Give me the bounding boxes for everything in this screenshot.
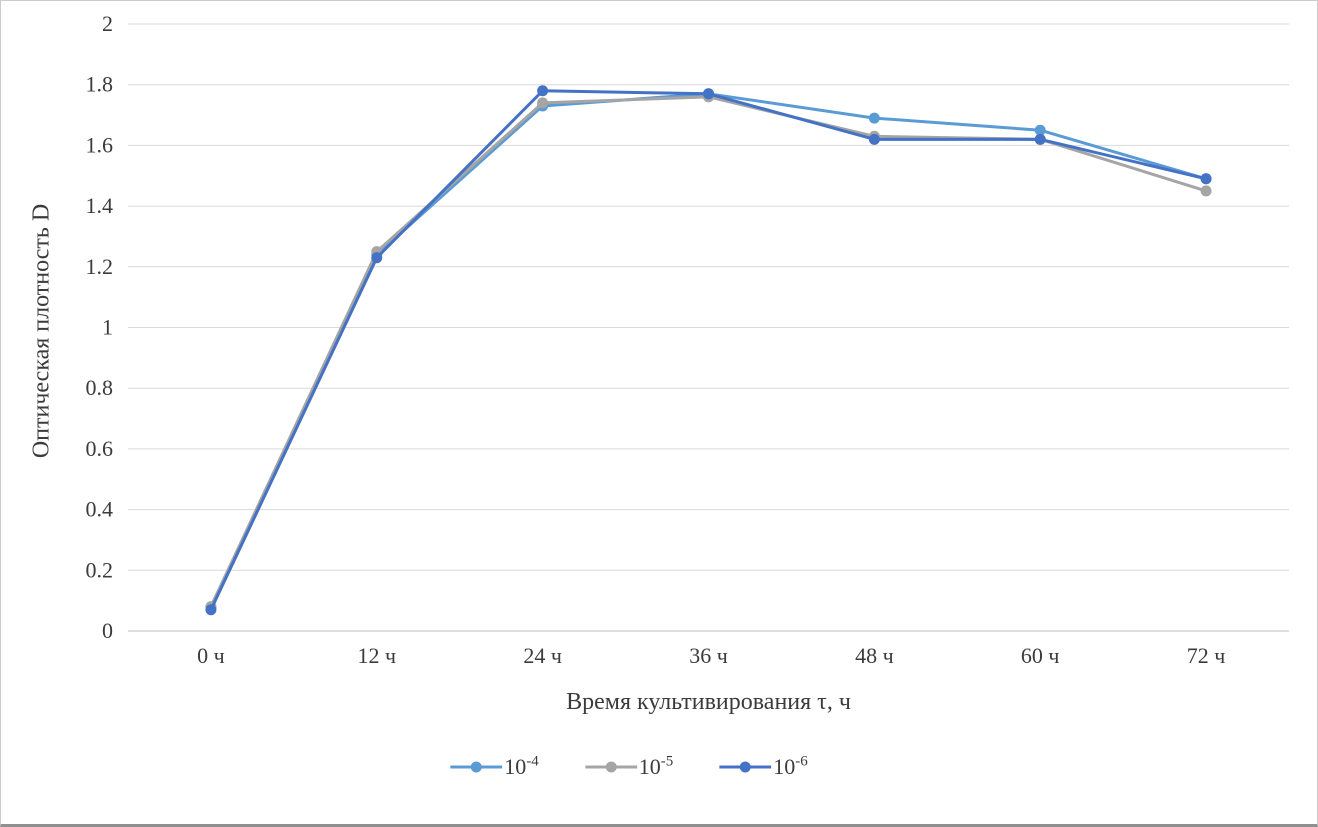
data-point-10^-4: [868, 112, 880, 124]
legend-label-exponent: -5: [660, 753, 674, 770]
data-point-10^-6: [1034, 133, 1046, 145]
series-line-10^-4: [209, 92, 1208, 609]
series-10^-5: [205, 91, 1212, 613]
x-axis-title: Время культивирования τ, ч: [566, 689, 851, 715]
gridlines: [128, 23, 1289, 632]
y-tick-label: 1.6: [86, 132, 114, 157]
data-point-10^-6: [205, 604, 217, 616]
x-tick-label: 36 ч: [689, 643, 728, 668]
y-tick-label: 2: [102, 11, 113, 36]
y-tick-label: 0.2: [86, 557, 114, 582]
legend-label-exponent: -4: [526, 753, 539, 770]
legend-label-exponent: -6: [795, 753, 808, 770]
legend-marker-icon: [719, 761, 772, 773]
legend-label: 10-4: [504, 753, 539, 779]
y-tick-label: 0.4: [86, 497, 114, 522]
y-tick-label: 1: [102, 315, 113, 340]
y-tick-label: 1.2: [86, 254, 114, 279]
x-tick-label: 24 ч: [523, 643, 562, 668]
data-point-10^-6: [868, 133, 880, 145]
y-tick-label: 1.8: [86, 72, 114, 97]
data-point-10^-6: [1200, 173, 1212, 185]
data-point-10^-6: [537, 85, 549, 97]
y-tick-label: 1.4: [86, 193, 114, 218]
x-tick-label: 48 ч: [855, 643, 894, 668]
series-10^-4: [205, 88, 1212, 613]
data-point-10^-6: [703, 88, 714, 100]
legend: 10-4 10-5 10-6: [450, 754, 808, 780]
legend-label: 10-5: [638, 753, 674, 779]
legend-marker-icon: [450, 761, 503, 773]
y-tick-labels: 0 0.2 0.4 0.6 0.8 1 1.2 1.4 1.6 1.8 2: [86, 11, 114, 643]
x-tick-labels: 0 ч 12 ч 24 ч 36 ч 48 ч 60 ч 72 ч: [197, 643, 1225, 668]
x-tick-label: 0 ч: [197, 643, 225, 668]
x-tick-label: 60 ч: [1021, 643, 1060, 668]
data-point-10^-4: [1034, 124, 1046, 136]
legend-item-10^-6: 10-6: [719, 754, 808, 780]
legend-item-10^-4: 10-4: [450, 754, 539, 780]
x-tick-label: 12 ч: [357, 643, 396, 668]
series-10^-6: [205, 85, 1212, 616]
legend-label: 10-6: [773, 753, 808, 779]
legend-marker-icon: [584, 761, 637, 773]
y-tick-label: 0.8: [86, 375, 114, 400]
y-axis-title: Оптическая плотность D: [28, 203, 55, 459]
legend-item-10^-5: 10-5: [584, 753, 674, 780]
y-tick-label: 0.6: [86, 436, 114, 461]
series-line-10^-6: [209, 89, 1208, 612]
series-line-10^-5: [209, 95, 1208, 609]
data-point-10^-5: [537, 97, 549, 109]
x-tick-label: 72 ч: [1187, 643, 1226, 668]
data-point-10^-6: [371, 252, 383, 264]
y-tick-label: 0: [102, 618, 113, 643]
data-point-10^-5: [1200, 185, 1212, 197]
